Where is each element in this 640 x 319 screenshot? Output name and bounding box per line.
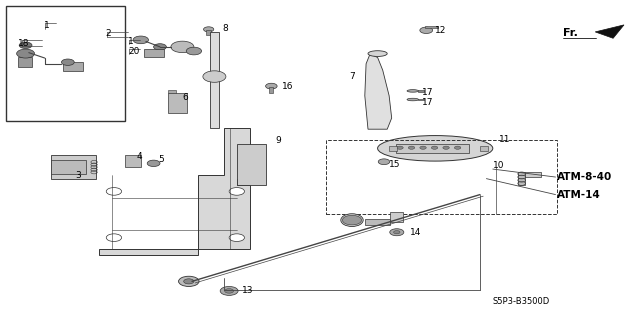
Bar	[125, 155, 141, 167]
Bar	[390, 212, 403, 222]
Circle shape	[420, 27, 433, 33]
Bar	[144, 49, 164, 57]
Circle shape	[179, 276, 199, 286]
Bar	[418, 90, 424, 92]
Bar	[6, 6, 125, 121]
Polygon shape	[168, 90, 176, 93]
Circle shape	[171, 41, 194, 53]
Circle shape	[154, 44, 166, 50]
Text: 13: 13	[242, 286, 253, 295]
Circle shape	[443, 146, 449, 149]
Ellipse shape	[341, 214, 364, 226]
Bar	[326, 140, 557, 214]
Polygon shape	[365, 54, 392, 129]
Bar	[418, 99, 424, 100]
Text: 15: 15	[389, 160, 401, 169]
Bar	[51, 155, 96, 179]
Circle shape	[394, 231, 400, 234]
Text: 17: 17	[422, 88, 434, 97]
Ellipse shape	[368, 51, 387, 56]
Circle shape	[408, 146, 415, 149]
Circle shape	[61, 59, 74, 65]
Bar	[389, 146, 397, 151]
Bar	[210, 32, 219, 128]
Ellipse shape	[407, 98, 419, 101]
Bar	[365, 219, 390, 225]
Bar	[518, 172, 525, 185]
Bar	[425, 26, 438, 28]
Text: ATM-14: ATM-14	[557, 189, 600, 200]
Text: 1: 1	[44, 21, 49, 30]
Polygon shape	[99, 128, 250, 255]
Circle shape	[184, 279, 194, 284]
Circle shape	[266, 83, 277, 89]
Text: 11: 11	[499, 135, 511, 144]
Circle shape	[420, 146, 426, 149]
Bar	[525, 172, 541, 177]
Circle shape	[225, 289, 234, 293]
Circle shape	[186, 47, 202, 55]
Circle shape	[397, 146, 403, 149]
Circle shape	[342, 215, 362, 225]
Circle shape	[106, 188, 122, 195]
Circle shape	[378, 159, 390, 165]
Text: 5: 5	[159, 155, 164, 164]
Text: 8: 8	[223, 24, 228, 33]
Bar	[18, 57, 32, 67]
Text: 10: 10	[493, 161, 504, 170]
Bar	[168, 93, 187, 113]
Text: 7: 7	[349, 72, 355, 81]
Text: Fr.: Fr.	[563, 28, 578, 39]
Bar	[480, 146, 488, 151]
Circle shape	[220, 286, 238, 295]
Circle shape	[19, 42, 32, 48]
Text: 17: 17	[422, 98, 434, 107]
Circle shape	[454, 146, 461, 149]
Circle shape	[133, 36, 148, 44]
Circle shape	[431, 146, 438, 149]
Bar	[396, 144, 469, 153]
Text: ATM-8-40: ATM-8-40	[557, 172, 612, 182]
Text: 12: 12	[435, 26, 447, 35]
Text: 4: 4	[136, 152, 142, 161]
Ellipse shape	[378, 136, 493, 161]
Text: 18: 18	[18, 39, 29, 48]
Circle shape	[147, 160, 160, 167]
Bar	[269, 87, 273, 93]
Text: 3: 3	[76, 171, 81, 180]
Circle shape	[229, 234, 244, 241]
Circle shape	[229, 188, 244, 195]
Text: 16: 16	[282, 82, 293, 91]
Bar	[51, 160, 86, 174]
Bar	[63, 62, 83, 71]
Text: 9: 9	[275, 137, 281, 145]
Circle shape	[204, 27, 214, 32]
Text: 1: 1	[128, 37, 134, 46]
Text: 6: 6	[182, 93, 188, 102]
Text: 20: 20	[128, 47, 140, 56]
Circle shape	[390, 229, 404, 236]
Polygon shape	[595, 25, 624, 38]
Circle shape	[106, 234, 122, 241]
Ellipse shape	[407, 90, 419, 92]
Text: 2: 2	[106, 29, 111, 38]
Bar	[206, 30, 211, 35]
Circle shape	[203, 71, 226, 82]
Circle shape	[17, 49, 35, 58]
Text: S5P3-B3500D: S5P3-B3500D	[493, 297, 550, 306]
Text: 14: 14	[410, 228, 421, 237]
Bar	[237, 144, 266, 185]
